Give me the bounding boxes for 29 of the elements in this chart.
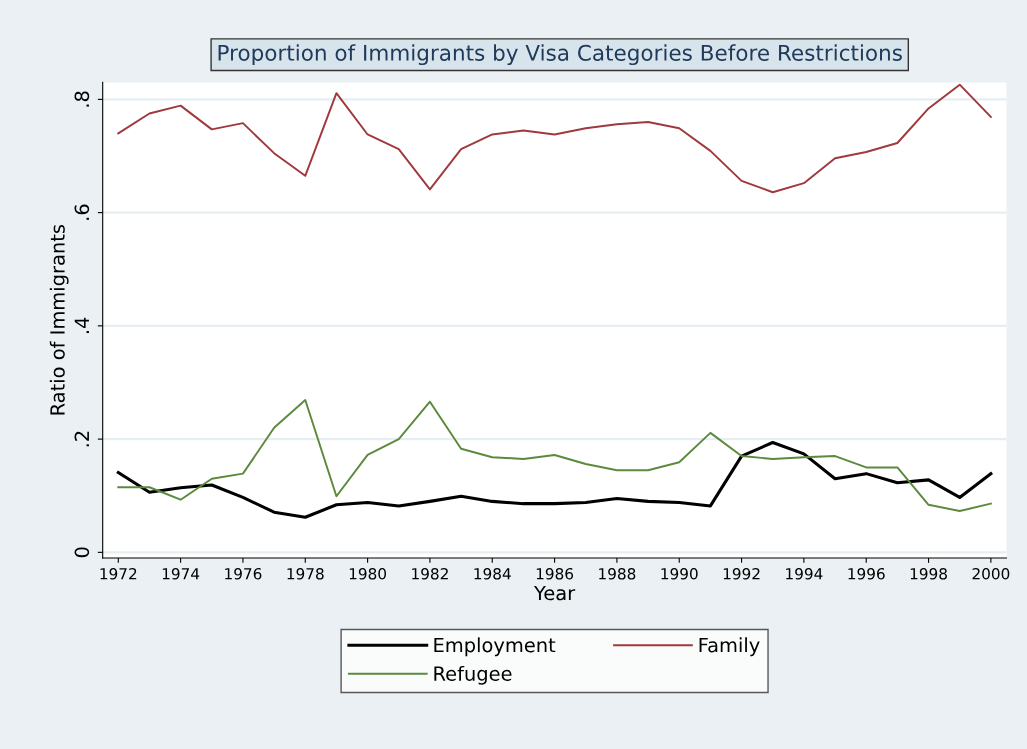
legend-label: Employment [434, 637, 556, 657]
legend-label: Refugee [434, 665, 512, 685]
x-tick-label: 1994 [786, 568, 823, 580]
y-tick-label: .4 [74, 317, 89, 334]
x-tick-label: 1996 [848, 568, 885, 580]
x-tick-label: 1982 [412, 568, 448, 580]
x-tick-label: 1986 [536, 568, 574, 580]
x-tick-label: 1976 [225, 568, 262, 580]
x-tick-label: 2000 [972, 568, 1010, 580]
line-series [116, 440, 993, 519]
x-tick-label: 1990 [661, 568, 698, 580]
x-tick-label: 1980 [349, 568, 387, 580]
y-axis-title: Ratio of Immigrants [49, 224, 69, 415]
x-tick-label: 1992 [723, 568, 760, 580]
chart-title: Proportion of Immigrants by Visa Categories Before Restrictions [218, 44, 902, 66]
x-tick-label: 1974 [162, 568, 200, 580]
x-tick-label: 1984 [474, 568, 511, 580]
y-tick-label: .8 [74, 91, 90, 107]
line-series [117, 399, 992, 512]
y-tick-label: .2 [74, 431, 89, 447]
line-series [117, 83, 992, 194]
legend-label: Family [699, 637, 760, 657]
x-tick-label: 1978 [287, 568, 324, 580]
x-tick-label: 1988 [599, 568, 636, 580]
x-tick-label: 1998 [910, 568, 947, 580]
x-tick-label: 1972 [100, 568, 137, 580]
y-tick-label: .6 [74, 204, 90, 220]
y-tick-label: 0 [74, 547, 90, 558]
x-axis-title: Year [533, 585, 576, 601]
